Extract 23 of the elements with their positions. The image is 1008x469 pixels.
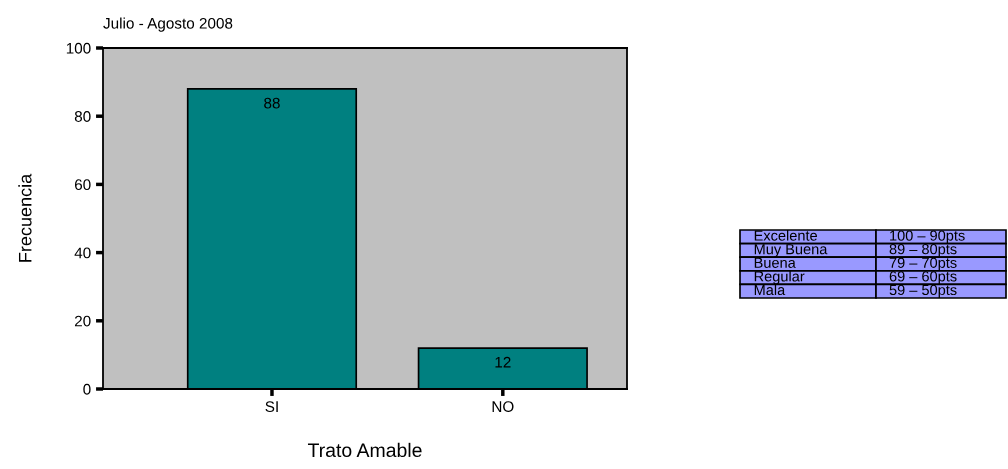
text: 89 – 80pts <box>889 243 957 258</box>
x-axis-title: Trato Amable <box>307 442 422 458</box>
y-tick-label: 40 <box>74 247 91 259</box>
y-tick-label: 0 <box>83 383 91 395</box>
text: Muy Buena <box>754 244 828 258</box>
text: 79 – 70pts <box>889 257 957 271</box>
y-tick-label: 80 <box>74 111 91 122</box>
text: Mala <box>754 284 786 296</box>
text: Regular <box>754 270 805 285</box>
x-tick-label: NO <box>492 401 514 413</box>
text: 69 – 60pts <box>889 271 957 285</box>
text: Buena <box>754 257 796 268</box>
data-label: 12 <box>495 356 511 368</box>
chart-title: Julio - Agosto 2008 <box>103 17 233 32</box>
x-tick-label: SI <box>265 401 278 413</box>
y-tick-label: 60 <box>74 179 91 191</box>
y-tick-label: 100 <box>66 42 91 54</box>
y-tick-label: 20 <box>74 315 91 327</box>
text: 59 – 50pts <box>889 284 957 298</box>
text: 100 – 90pts <box>890 230 965 244</box>
data-label: 88 <box>264 97 280 109</box>
text: Excelente <box>754 230 817 241</box>
y-axis-title: Frecuencia <box>18 173 32 262</box>
